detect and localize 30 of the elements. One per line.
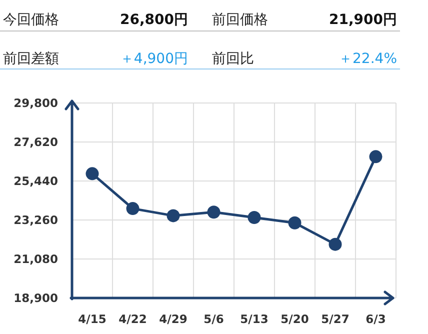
x-tick-label: 5/6 <box>204 312 224 326</box>
point <box>248 210 261 224</box>
x-tick-label: 4/15 <box>78 312 106 326</box>
text: ＋22.4% <box>338 51 397 67</box>
point <box>166 209 180 222</box>
x-tick-label: 5/13 <box>240 312 268 326</box>
point <box>288 216 302 230</box>
text: 前回価格 <box>212 12 268 28</box>
y-tick-label: 18,900 <box>14 291 58 305</box>
point <box>126 202 140 216</box>
x-tick-label: 4/29 <box>159 312 188 326</box>
text: 26,800円 <box>120 12 188 28</box>
x-tick-label: 4/22 <box>118 312 147 326</box>
x-tick-label: 5/20 <box>280 312 309 326</box>
y-tick-label: 29,800 <box>14 96 58 110</box>
point <box>369 150 382 164</box>
text: ＋4,900円 <box>120 51 188 67</box>
y-tick-label: 25,440 <box>14 174 58 188</box>
text: 前回差額 <box>3 51 59 67</box>
text: 今回価格 <box>3 12 59 28</box>
point <box>328 238 342 251</box>
text: 21,900円 <box>328 12 397 28</box>
y-tick-label: 23,260 <box>14 213 58 227</box>
point <box>207 206 220 219</box>
y-tick-label: 27,620 <box>14 135 58 149</box>
text: 前回比 <box>212 51 254 67</box>
point <box>86 167 99 180</box>
y-tick-label: 21,080 <box>14 252 58 266</box>
x-tick-label: 6/3 <box>366 312 386 326</box>
x-tick-label: 5/27 <box>321 312 350 326</box>
